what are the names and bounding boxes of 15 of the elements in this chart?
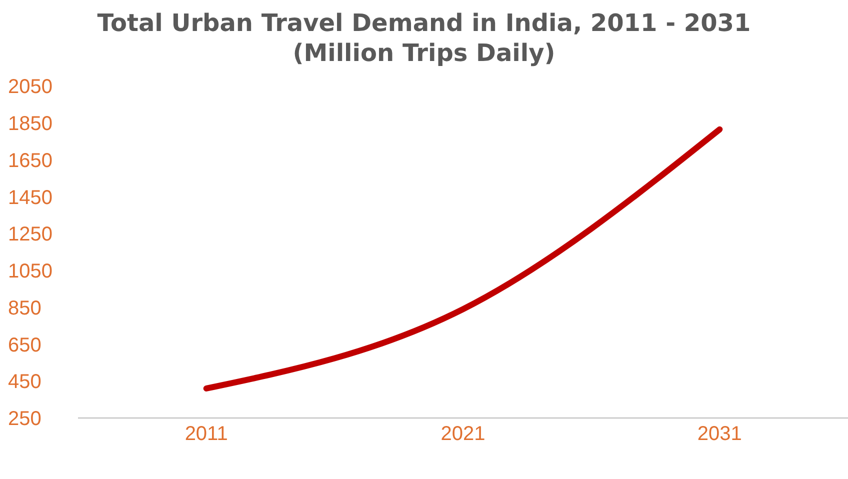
- y-tick-label: 1650: [8, 150, 52, 172]
- y-tick-label: 1850: [8, 112, 52, 135]
- x-tick-label: 2021: [440, 423, 486, 446]
- y-tick-label: 1250: [8, 224, 52, 246]
- y-tick-label: 250: [8, 408, 42, 430]
- y-tick-label: 450: [8, 371, 42, 394]
- y-tick-label: 1050: [8, 260, 52, 283]
- chart-title: Total Urban Travel Demand in India, 2011 - 2031: [96, 8, 752, 38]
- y-tick-label: 650: [8, 334, 42, 356]
- y-tick-label: 850: [8, 297, 42, 320]
- y-tick-label: 2050: [8, 76, 52, 98]
- x-tick-label: 2011: [184, 423, 228, 446]
- chart-subtitle: (Million Trips Daily): [292, 38, 556, 68]
- x-tick-label: 2031: [697, 423, 742, 446]
- y-tick-label: 1450: [8, 186, 52, 209]
